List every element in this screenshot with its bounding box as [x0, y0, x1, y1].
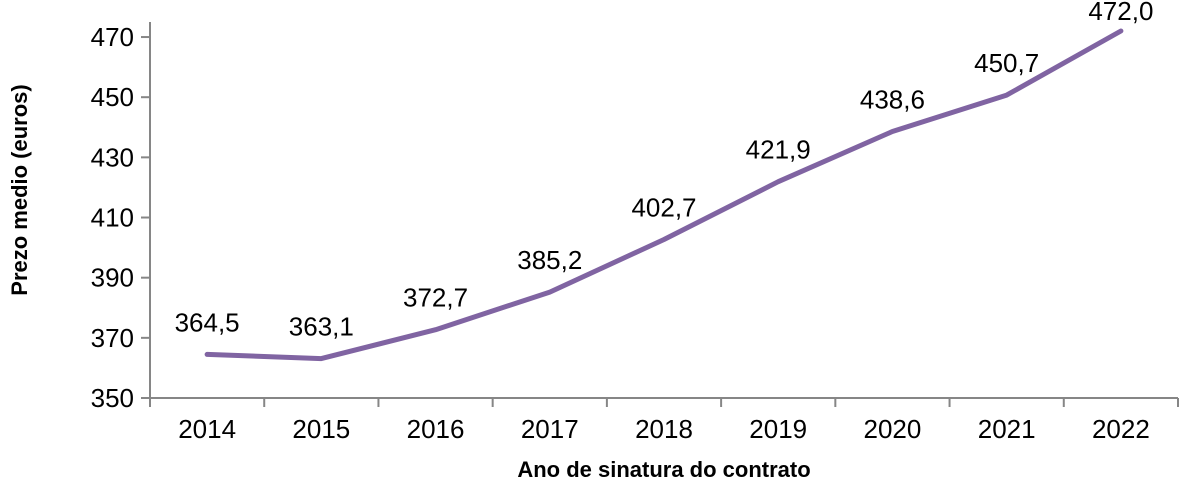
x-tick-label: 2014: [178, 414, 236, 444]
x-tick-label: 2015: [292, 414, 350, 444]
data-point-label: 363,1: [289, 312, 354, 342]
data-point-label: 364,5: [175, 307, 240, 337]
x-tick-label: 2016: [407, 414, 465, 444]
x-tick-label: 2020: [864, 414, 922, 444]
y-tick-label: 390: [91, 263, 134, 293]
data-point-label: 385,2: [517, 245, 582, 275]
data-series: [204, 28, 1124, 362]
x-axis-tick-labels: 2014 2015 2016 2017 2018 2019 2020 2021 2022: [178, 414, 1150, 444]
x-axis-title: Ano de sinatura do contrato: [517, 457, 810, 482]
x-tick-label: 2022: [1092, 414, 1150, 444]
y-axis-title: Prezo medio (euros): [7, 84, 32, 295]
x-tick-label: 2019: [749, 414, 807, 444]
y-tick-label: 410: [91, 203, 134, 233]
axes: [149, 22, 1178, 399]
y-tick-label: 450: [91, 82, 134, 112]
y-tick-label: 430: [91, 142, 134, 172]
data-point-label: 472,0: [1088, 0, 1153, 26]
data-point-labels: 364,5 363,1 372,7 385,2 402,7 421,9 438,6 450,7…: [175, 0, 1154, 342]
y-axis-tick-labels: 350 370 390 410 430 450 470: [91, 22, 134, 413]
x-tick-label: 2021: [978, 414, 1036, 444]
series-line: [204, 28, 1124, 362]
data-point-label: 438,6: [860, 84, 925, 114]
x-axis-ticks: [149, 398, 1179, 407]
y-tick-label: 350: [91, 383, 134, 413]
x-tick-label: 2018: [635, 414, 693, 444]
data-point-label: 372,7: [403, 283, 468, 313]
y-tick-label: 370: [91, 323, 134, 353]
data-point-label: 421,9: [746, 135, 811, 165]
y-tick-label: 470: [91, 22, 134, 52]
y-axis-ticks: [141, 36, 150, 399]
data-point-label: 402,7: [631, 192, 696, 222]
data-point-label: 450,7: [974, 48, 1039, 78]
x-tick-label: 2017: [521, 414, 579, 444]
